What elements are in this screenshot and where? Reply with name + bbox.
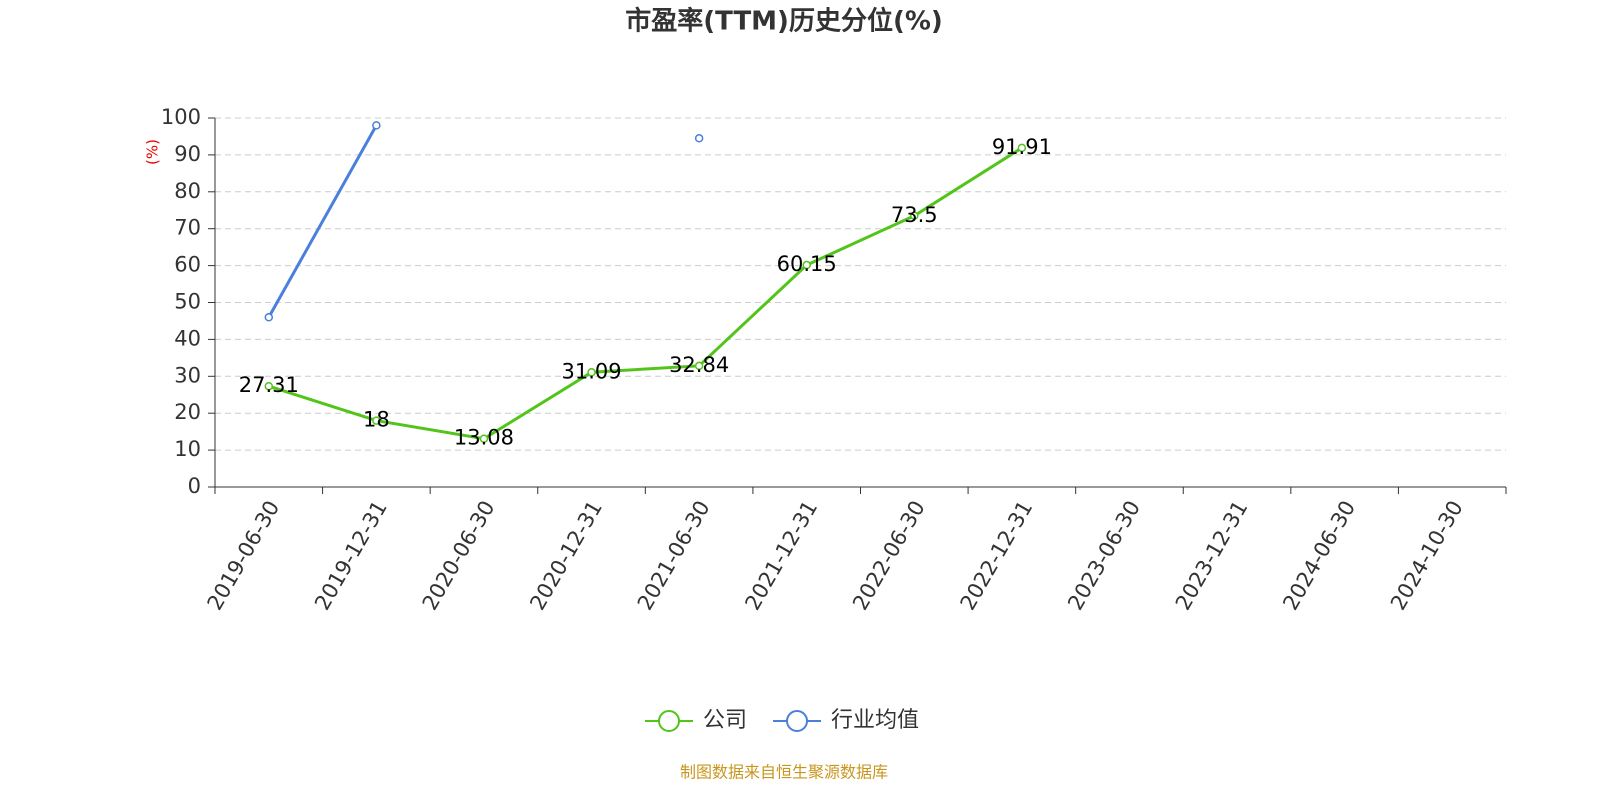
y-tick-label: 70: [174, 216, 201, 240]
y-tick-label: 50: [174, 290, 201, 314]
x-tick-label: 2022-06-30: [848, 497, 930, 615]
legend-label: 行业均值: [831, 708, 919, 733]
x-tick-label: 2024-06-30: [1278, 497, 1360, 615]
y-tick-label: 0: [188, 474, 201, 498]
x-tick-label: 2023-06-30: [1063, 497, 1145, 615]
point: [694, 361, 704, 371]
data-label: 18: [363, 408, 390, 432]
data-label: 32.84: [669, 353, 729, 377]
point: [802, 260, 811, 270]
y-tick-label: 20: [174, 400, 201, 424]
y-tick-label: 10: [174, 437, 201, 461]
series-line: [269, 125, 699, 317]
x-tick-label: 2019-06-30: [203, 497, 285, 615]
data-label: 27.31: [239, 373, 299, 397]
y-tick-label: 40: [174, 326, 201, 350]
chart-title: 市盈率(TTM)历史分位(%): [625, 6, 943, 37]
data-label: 91.91: [992, 135, 1052, 159]
series-line: [268, 146, 1023, 441]
point: [372, 121, 381, 130]
x-tick-label: 2019-12-31: [310, 497, 392, 615]
point: [1017, 143, 1027, 153]
y-tick-label: 30: [174, 363, 201, 387]
point: [694, 134, 704, 143]
x-tick-label: 2023-12-31: [1171, 497, 1253, 615]
data-label: 31.09: [561, 359, 621, 383]
point: [372, 416, 381, 425]
y-axis-label: (%): [144, 139, 162, 165]
source-note: 制图数据来自恒生聚源数据库: [680, 763, 888, 782]
x-tick-label: 2020-12-31: [525, 497, 607, 615]
point: [264, 313, 274, 322]
legend-label: 公司: [703, 708, 747, 733]
x-tick-label: 2021-06-30: [633, 497, 715, 615]
data-label: 60.15: [777, 252, 837, 276]
x-tick-label: 2020-06-30: [418, 497, 500, 615]
point: [587, 368, 596, 377]
point: [910, 211, 919, 221]
legend-marker: [786, 710, 809, 732]
y-tick-label: 90: [174, 142, 201, 166]
x-tick-label: 2022-12-31: [956, 497, 1038, 615]
y-tick-label: 100: [161, 105, 201, 129]
x-tick-label: 2021-12-31: [740, 497, 822, 615]
y-tick-label: 60: [174, 253, 201, 277]
point: [479, 434, 489, 443]
y-tick-label: 80: [174, 179, 201, 203]
data-label: 13.08: [454, 426, 514, 450]
legend-marker: [658, 710, 680, 732]
x-tick-label: 2024-10-30: [1386, 497, 1468, 615]
data-label: 73.5: [891, 203, 938, 227]
point: [264, 381, 274, 391]
